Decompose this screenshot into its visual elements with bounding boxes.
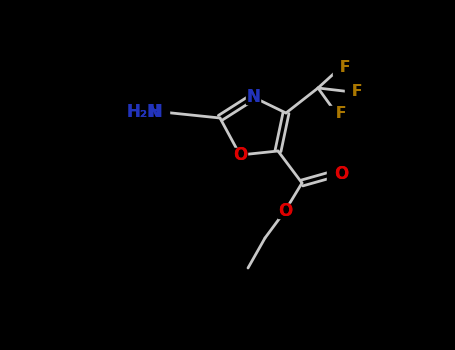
Text: O: O — [334, 165, 348, 183]
Bar — [233, 148, 247, 162]
Bar — [345, 85, 359, 99]
Text: H₂N: H₂N — [127, 103, 162, 121]
Text: F: F — [336, 105, 346, 120]
Text: O: O — [233, 146, 247, 164]
Bar — [327, 167, 341, 181]
Text: O: O — [278, 202, 292, 220]
Text: F: F — [336, 105, 346, 120]
Text: F: F — [352, 84, 362, 99]
Text: F: F — [352, 84, 362, 99]
Text: N: N — [246, 88, 260, 106]
Text: O: O — [233, 146, 247, 164]
Text: O: O — [278, 202, 292, 220]
Bar — [246, 90, 260, 104]
Text: F: F — [340, 61, 350, 76]
Text: F: F — [340, 61, 350, 76]
Bar — [155, 105, 169, 119]
Text: N: N — [246, 88, 260, 106]
Bar — [329, 106, 343, 120]
Text: H: H — [148, 103, 162, 121]
Text: O: O — [334, 165, 348, 183]
Text: H₂N: H₂N — [127, 103, 162, 121]
Bar — [278, 204, 292, 218]
Bar — [333, 61, 347, 75]
